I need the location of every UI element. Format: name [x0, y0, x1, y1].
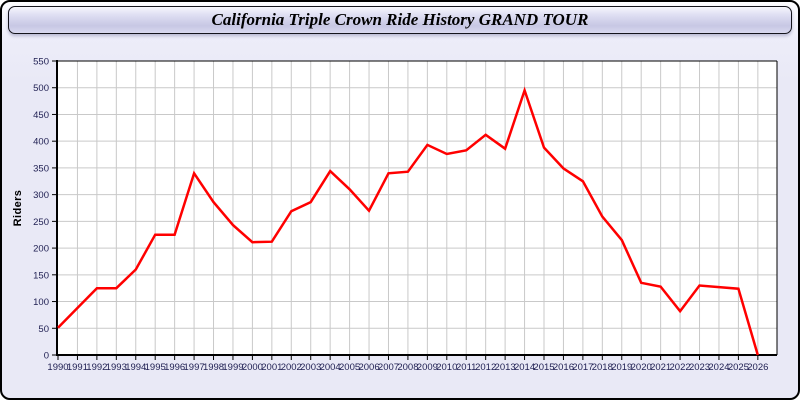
- x-tick-label: 2018: [592, 362, 613, 373]
- x-tick-label: 2015: [533, 362, 554, 373]
- x-tick-label: 1994: [125, 362, 146, 373]
- x-tick-label: 1993: [106, 362, 127, 373]
- x-tick-label: 2013: [495, 362, 516, 373]
- x-tick-label: 2004: [320, 362, 341, 373]
- y-tick-label: 0: [44, 351, 49, 362]
- x-tick-label: 2009: [417, 362, 438, 373]
- x-tick-label: 2021: [650, 362, 671, 373]
- chart-canvas: 0501001502002503003504004505005501990199…: [33, 57, 778, 373]
- x-tick-label: 1991: [67, 362, 88, 373]
- y-tick-label: 150: [33, 270, 49, 281]
- y-tick-label: 450: [33, 110, 49, 121]
- x-tick-label: 2014: [514, 362, 535, 373]
- x-tick-label: 2024: [708, 362, 729, 373]
- x-tick-label: 2017: [572, 362, 593, 373]
- x-tick-label: 2023: [689, 362, 710, 373]
- x-tick-label: 2002: [281, 362, 302, 373]
- plot-area: [57, 61, 777, 355]
- x-tick-label: 2000: [242, 362, 263, 373]
- x-tick-label: 1998: [203, 362, 224, 373]
- x-tick-label: 1990: [47, 362, 68, 373]
- x-tick-label: 2007: [378, 362, 399, 373]
- riders-history-line: [57, 86, 759, 356]
- x-tick-label: 1995: [145, 362, 166, 373]
- x-tick-label: 2020: [631, 362, 652, 373]
- x-tick-label: 2005: [339, 362, 360, 373]
- x-tick-label: 2026: [747, 362, 768, 373]
- x-tick-label: 2012: [475, 362, 496, 373]
- y-tick-label: 400: [33, 137, 49, 148]
- x-tick-label: 2019: [611, 362, 632, 373]
- x-tick-label: 2011: [456, 362, 476, 373]
- x-tick-label: 1999: [222, 362, 243, 373]
- x-tick-label: 2006: [358, 362, 379, 373]
- x-tick-label: 1996: [164, 362, 185, 373]
- y-tick-label: 300: [33, 190, 49, 201]
- y-tick-label: 200: [33, 244, 49, 255]
- y-tick-label: 350: [33, 163, 49, 174]
- x-tick-label: 2010: [436, 362, 457, 373]
- y-tick-label: 500: [33, 83, 49, 94]
- x-tick-label: 2022: [670, 362, 691, 373]
- x-tick-label: 1997: [184, 362, 205, 373]
- x-tick-label: 2001: [261, 362, 282, 373]
- chart-title-bar: California Triple Crown Ride History GRA…: [8, 6, 792, 34]
- y-tick-label: 50: [38, 324, 49, 335]
- x-tick-label: 2025: [728, 362, 749, 373]
- x-tick-label: 2008: [397, 362, 418, 373]
- y-tick-label: 550: [33, 57, 49, 68]
- x-tick-label: 1992: [86, 362, 107, 373]
- chart-title: California Triple Crown Ride History GRA…: [211, 10, 589, 29]
- y-tick-label: 250: [33, 217, 49, 228]
- y-tick-label: 100: [33, 297, 49, 308]
- x-tick-label: 2016: [553, 362, 574, 373]
- x-tick-label: 2003: [300, 362, 321, 373]
